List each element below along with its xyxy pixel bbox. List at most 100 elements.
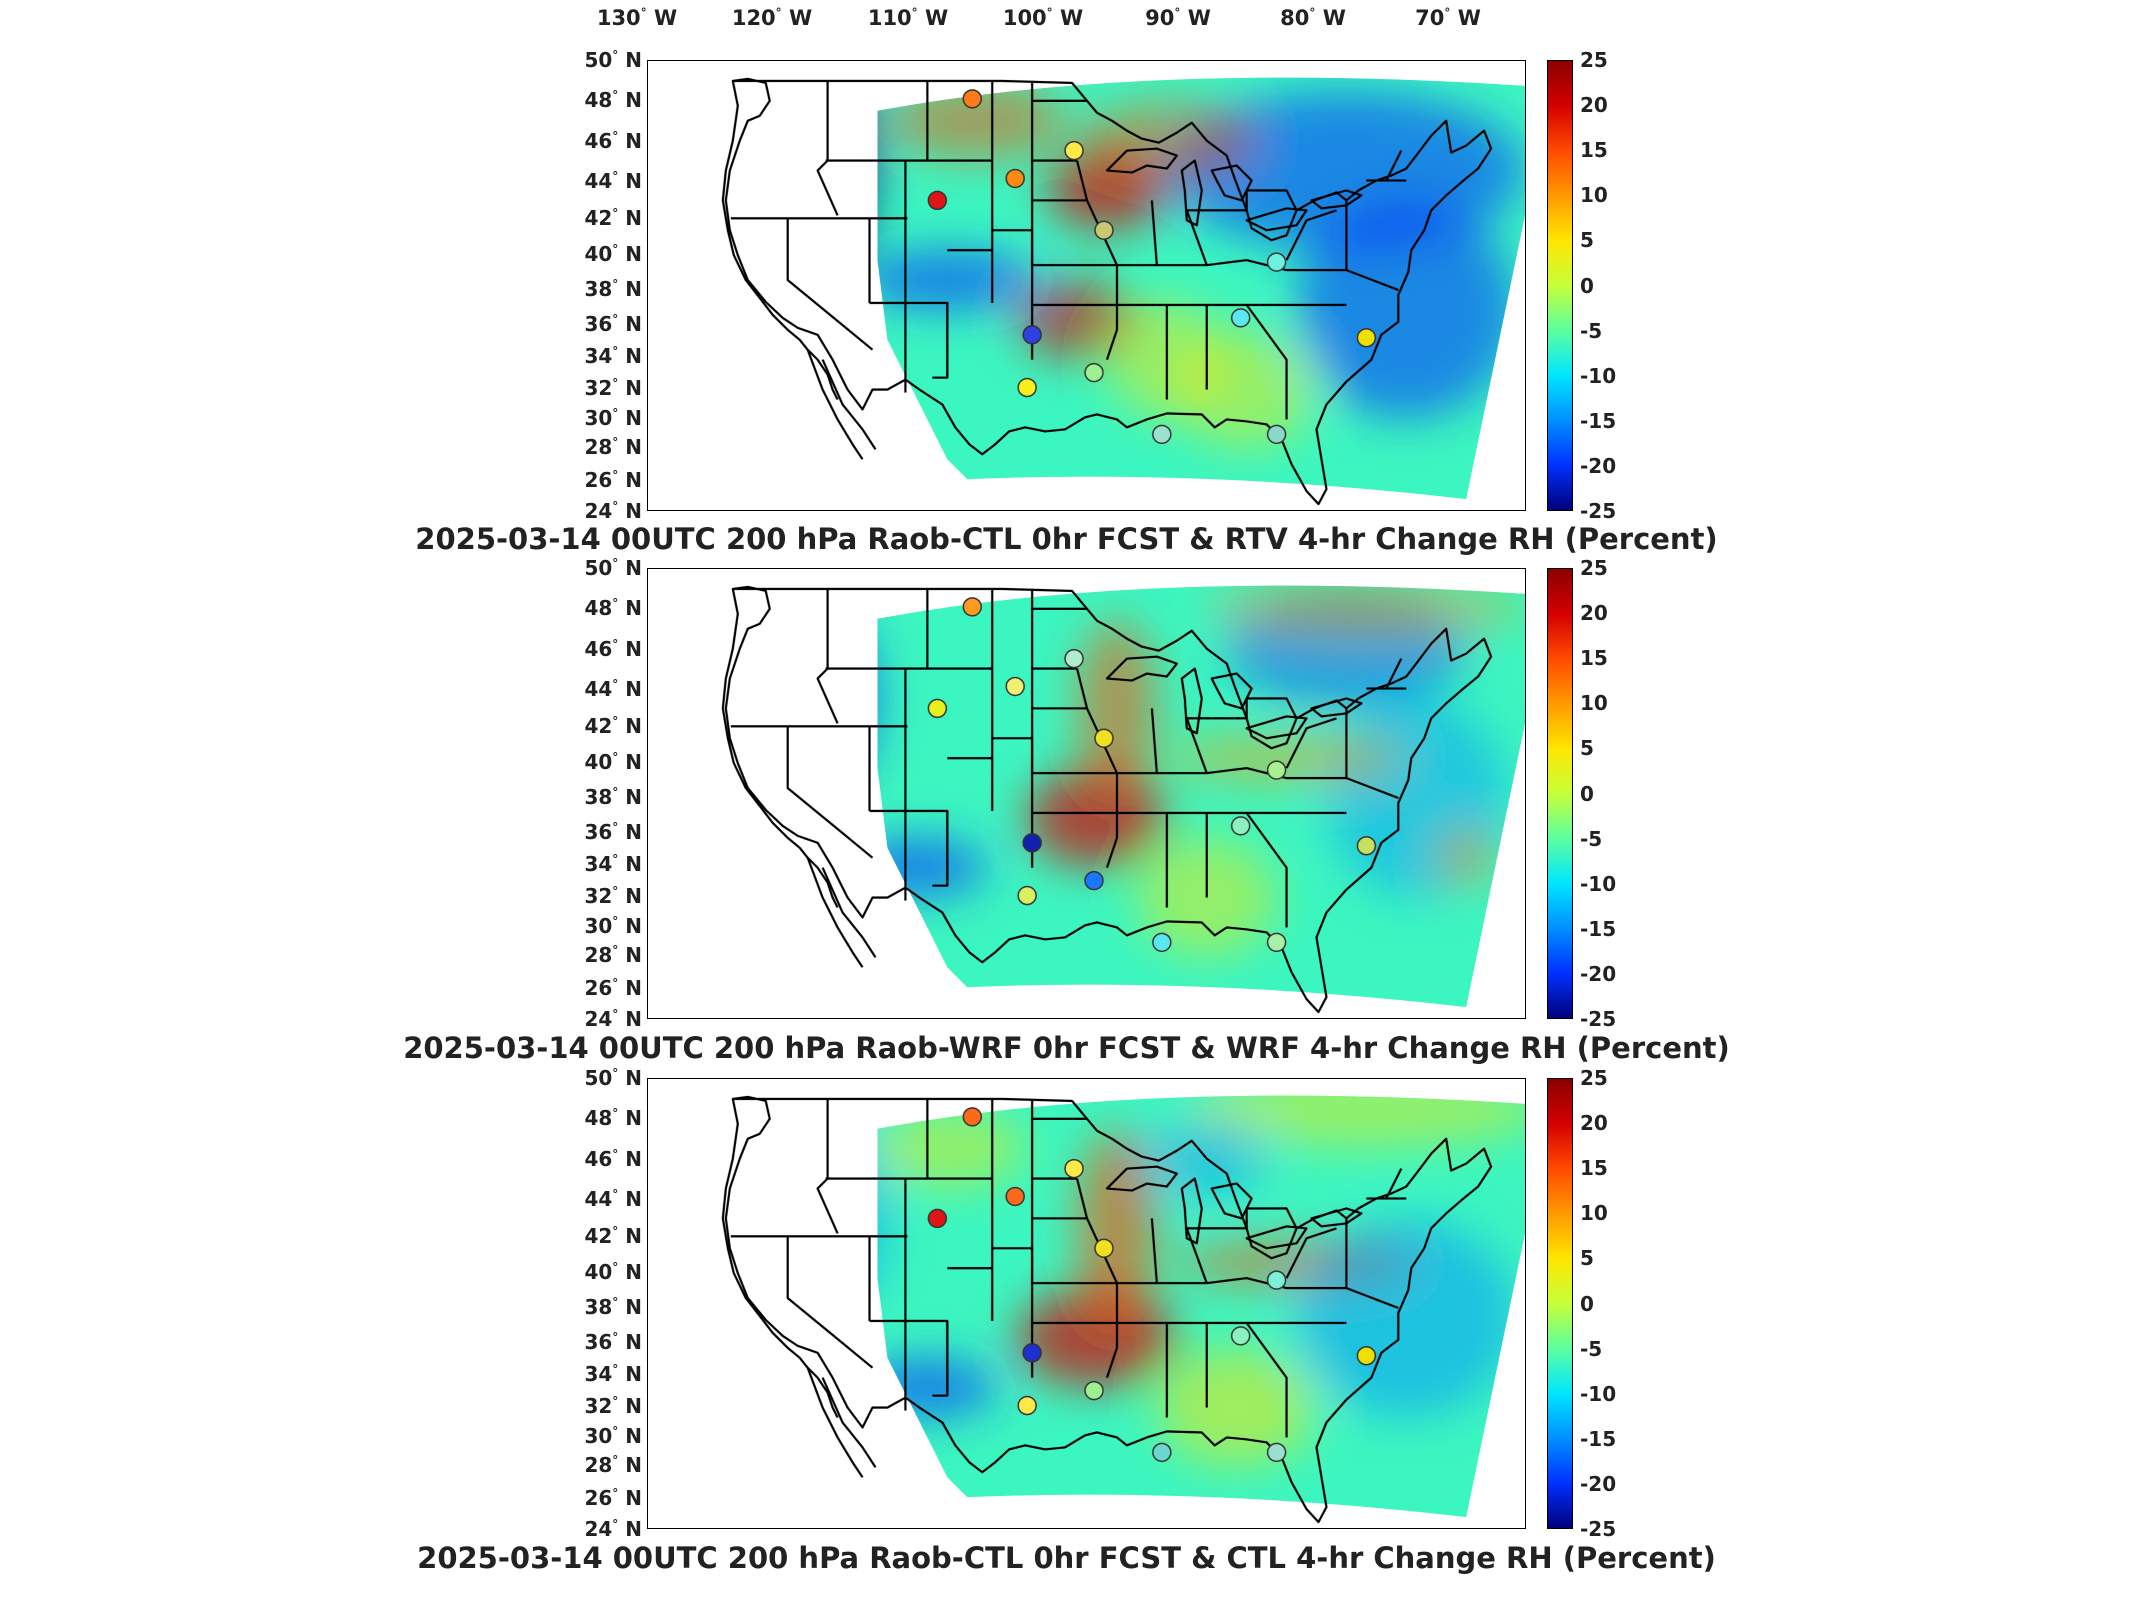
- raob-station-marker: [1094, 220, 1114, 240]
- colorbar-tick: 20: [1580, 1111, 1608, 1136]
- degree-symbol: °: [612, 1224, 619, 1239]
- hemisphere: N: [625, 943, 642, 967]
- degree-value: 44: [584, 169, 613, 193]
- hemisphere: N: [625, 1147, 642, 1171]
- hemisphere: N: [625, 1453, 642, 1477]
- rh-change-field: [877, 1095, 1525, 1518]
- lat-label: 38° N: [572, 277, 642, 301]
- degree-value: 28: [584, 435, 613, 459]
- hemisphere: W: [653, 6, 678, 30]
- degree-symbol: °: [612, 1295, 619, 1310]
- degree-value: 30: [584, 914, 613, 938]
- raob-station-marker: [1356, 836, 1377, 856]
- colorbar-tick: -20: [1580, 453, 1617, 478]
- colorbar-tick: -25: [1580, 1007, 1617, 1031]
- degree-symbol: °: [612, 1486, 619, 1501]
- lat-label: 44° N: [572, 169, 642, 193]
- hemisphere: N: [625, 596, 642, 620]
- lat-label: 24° N: [572, 499, 642, 523]
- rh-change-field: [877, 585, 1525, 1008]
- degree-symbol: °: [612, 468, 619, 483]
- lat-label: 46° N: [572, 129, 642, 153]
- map-frame: [647, 60, 1526, 511]
- raob-station-marker: [1005, 1186, 1025, 1207]
- degree-value: 48: [584, 1106, 613, 1130]
- degree-value: 26: [584, 468, 613, 492]
- hemisphere: W: [1187, 6, 1211, 30]
- degree-symbol: °: [612, 206, 619, 221]
- hemisphere: W: [1322, 6, 1346, 30]
- degree-value: 48: [584, 596, 613, 620]
- degree-symbol: °: [612, 48, 619, 63]
- raob-station-marker: [962, 1107, 982, 1127]
- hemisphere: N: [625, 785, 642, 809]
- colorbar-tick: -5: [1580, 1336, 1603, 1361]
- colorbar-tick: -20: [1580, 961, 1617, 986]
- lat-label: 26° N: [572, 468, 642, 492]
- raob-station-marker: [1266, 1270, 1287, 1290]
- colorbar-tick: 10: [1580, 183, 1608, 208]
- degree-symbol: °: [640, 6, 647, 20]
- colorbar-tick: 15: [1580, 646, 1608, 671]
- hemisphere: N: [625, 714, 642, 738]
- map-frame: [647, 568, 1526, 1019]
- lon-label: 80° W: [1280, 6, 1346, 30]
- degree-symbol: °: [612, 1394, 619, 1409]
- lat-label: 48° N: [572, 596, 642, 620]
- lat-label: 30° N: [572, 914, 642, 938]
- degree-value: 34: [584, 852, 613, 876]
- degree-value: 38: [584, 1295, 613, 1319]
- hemisphere: N: [625, 129, 642, 153]
- raob-station-marker: [1356, 1346, 1377, 1366]
- degree-symbol: °: [612, 129, 619, 144]
- degree-symbol: °: [612, 1453, 619, 1468]
- degree-symbol: °: [612, 1362, 619, 1377]
- colorbar-tick: -10: [1580, 1381, 1617, 1406]
- raob-station-marker: [1017, 885, 1037, 906]
- lat-label: 24° N: [572, 1517, 642, 1541]
- hemisphere: N: [625, 852, 642, 876]
- lat-label: 50° N: [572, 48, 642, 72]
- degree-value: 42: [584, 1224, 613, 1248]
- degree-symbol: °: [612, 1147, 619, 1162]
- raob-station-marker: [1064, 648, 1084, 669]
- raob-station-marker: [962, 597, 982, 617]
- colorbar-tick: 10: [1580, 691, 1608, 716]
- degree-symbol: °: [612, 637, 619, 652]
- raob-station-marker: [1266, 932, 1287, 953]
- raob-station-marker: [1022, 1343, 1042, 1363]
- raob-station-marker: [1266, 252, 1287, 272]
- degree-symbol: °: [1174, 6, 1181, 20]
- colorbar-tick: 10: [1580, 1201, 1608, 1226]
- hemisphere: N: [625, 914, 642, 938]
- degree-symbol: °: [612, 242, 619, 257]
- hemisphere: W: [1059, 6, 1084, 30]
- lat-label: 50° N: [572, 556, 642, 580]
- degree-symbol: °: [612, 1066, 619, 1081]
- raob-station-marker: [1017, 377, 1037, 398]
- raob-station-marker: [1266, 424, 1287, 445]
- colorbar: [1547, 60, 1573, 511]
- lat-label: 26° N: [572, 976, 642, 1000]
- degree-value: 44: [584, 677, 613, 701]
- degree-value: 34: [584, 1362, 613, 1386]
- raob-station-marker: [1152, 1442, 1172, 1463]
- colorbar-tick: 25: [1580, 556, 1608, 580]
- colorbar-tick: -10: [1580, 363, 1617, 388]
- degree-value: 40: [584, 242, 613, 266]
- colorbar-tick: -20: [1580, 1471, 1617, 1496]
- us-state-boundaries: [721, 585, 1493, 1014]
- raob-station-marker: [927, 1208, 948, 1229]
- raob-station-marker: [1022, 325, 1042, 345]
- lat-label: 44° N: [572, 1187, 642, 1211]
- colorbar-tick: 5: [1580, 228, 1594, 253]
- degree-symbol: °: [612, 714, 619, 729]
- hemisphere: N: [625, 277, 642, 301]
- degree-symbol: °: [612, 596, 619, 611]
- raob-station-marker: [1005, 168, 1025, 189]
- lat-label: 28° N: [572, 435, 642, 459]
- raob-station-marker: [1064, 1158, 1084, 1179]
- panel-title: 2025-03-14 00UTC 200 hPa Raob-CTL 0hr FC…: [415, 522, 1718, 556]
- lat-label: 30° N: [572, 406, 642, 430]
- degree-value: 100: [1002, 6, 1047, 30]
